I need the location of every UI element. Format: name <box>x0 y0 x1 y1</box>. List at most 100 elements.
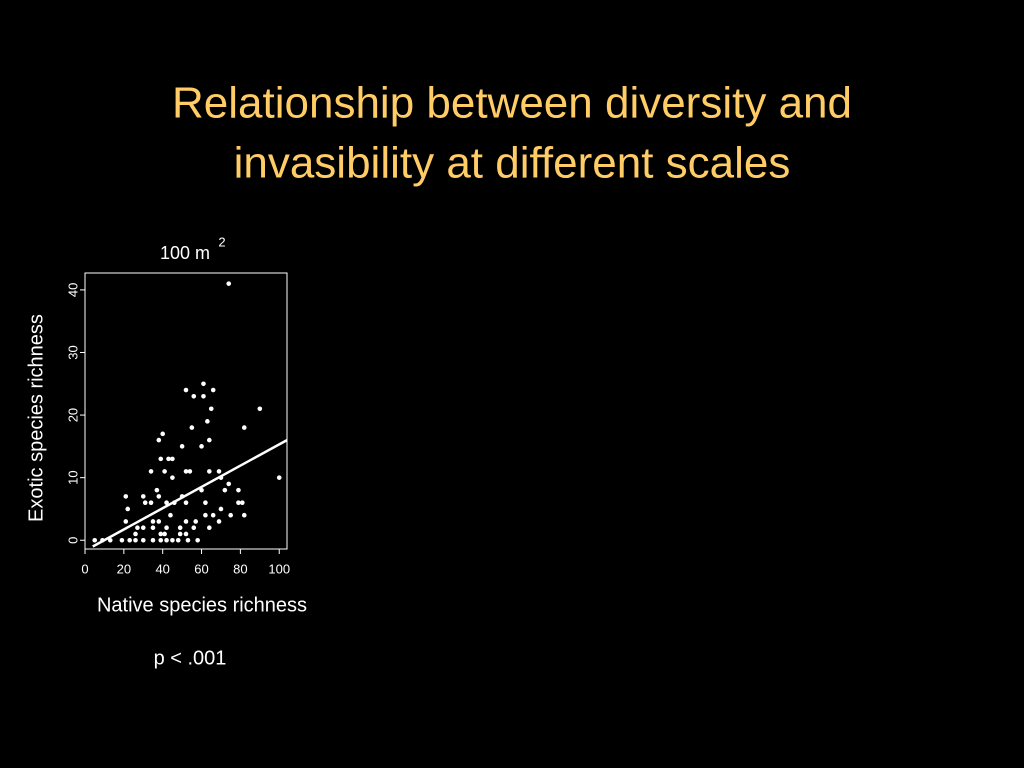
data-point <box>183 531 189 537</box>
x-tick-label: 0 <box>81 561 88 576</box>
data-point <box>140 494 146 499</box>
data-point <box>140 537 146 543</box>
data-point <box>236 487 241 493</box>
x-tick-label: 40 <box>155 561 169 576</box>
data-point <box>226 481 232 487</box>
data-point <box>257 406 263 412</box>
data-point <box>201 393 206 399</box>
data-point <box>158 537 164 543</box>
data-point <box>177 525 183 531</box>
chart-title-superscript: 2 <box>218 234 225 249</box>
data-point <box>191 525 197 531</box>
data-point <box>207 469 212 474</box>
data-point <box>150 519 156 524</box>
data-point <box>92 537 98 543</box>
y-tick-label: 30 <box>65 345 80 359</box>
data-point <box>179 444 185 449</box>
data-point <box>127 537 132 543</box>
data-point <box>162 469 167 474</box>
data-point <box>276 475 282 480</box>
slide-title: Relationship between diversity and <box>172 79 852 128</box>
data-point <box>201 381 206 387</box>
data-point <box>156 519 162 524</box>
data-point <box>207 437 212 443</box>
data-point <box>216 519 222 524</box>
data-point <box>195 537 200 543</box>
data-point <box>164 500 169 505</box>
data-point <box>236 500 241 505</box>
x-tick-label: 60 <box>194 561 208 576</box>
data-point <box>205 419 210 424</box>
y-tick-label: 40 <box>65 283 80 297</box>
data-point <box>187 469 193 474</box>
data-point <box>191 393 197 399</box>
fit-line <box>92 439 288 548</box>
data-point <box>135 525 140 531</box>
annotation: p < .001 <box>154 647 227 669</box>
data-point <box>164 525 169 531</box>
data-point <box>203 500 208 505</box>
data-point <box>170 456 175 462</box>
data-point <box>216 469 222 474</box>
data-point <box>240 500 245 505</box>
data-point <box>133 537 138 543</box>
y-axis-label: Exotic species richness <box>25 314 47 522</box>
y-tick-label: 20 <box>65 408 80 422</box>
data-point <box>222 487 228 493</box>
data-point <box>170 475 175 480</box>
data-point <box>142 500 148 505</box>
data-point <box>199 444 204 449</box>
data-point <box>168 512 173 518</box>
data-point <box>123 519 129 524</box>
x-tick-label: 100 <box>268 561 290 576</box>
plot-frame <box>84 272 288 550</box>
data-point <box>241 425 247 430</box>
data-point <box>183 469 189 474</box>
data-point <box>189 425 195 430</box>
data-point <box>150 537 156 543</box>
data-point <box>123 494 129 499</box>
data-point <box>154 487 160 493</box>
data-point <box>133 531 138 537</box>
data-point <box>210 512 216 518</box>
data-point <box>140 525 146 531</box>
data-point <box>185 537 191 543</box>
data-point <box>158 456 164 462</box>
data-point <box>210 387 216 393</box>
data-point <box>177 531 183 537</box>
data-point <box>226 281 232 286</box>
data-point <box>203 512 208 518</box>
x-tick-label: 80 <box>233 561 247 576</box>
x-axis-label: Native species richness <box>97 594 307 616</box>
data-point <box>156 494 162 499</box>
y-tick-label: 0 <box>65 537 80 544</box>
data-point <box>228 512 233 518</box>
data-point <box>183 500 189 505</box>
data-point <box>166 456 171 462</box>
data-point <box>208 406 214 412</box>
data-point <box>241 512 247 518</box>
data-point <box>199 487 204 493</box>
chart-title: 100 m <box>160 243 210 263</box>
data-point <box>125 506 131 512</box>
data-point <box>164 537 169 543</box>
slide-title: invasibility at different scales <box>234 139 791 188</box>
data-point <box>158 531 164 537</box>
data-point <box>183 519 189 524</box>
data-point <box>162 531 167 537</box>
data-point <box>160 431 165 437</box>
data-point <box>119 537 125 543</box>
data-point <box>207 525 212 531</box>
data-point <box>218 506 224 512</box>
data-point <box>148 469 154 474</box>
data-point <box>156 437 162 443</box>
data-point <box>148 500 154 505</box>
data-point <box>175 537 181 543</box>
x-tick-label: 20 <box>117 561 131 576</box>
data-point <box>183 387 189 393</box>
data-point <box>170 537 175 543</box>
y-tick-label: 10 <box>65 470 80 484</box>
data-point <box>193 519 199 524</box>
